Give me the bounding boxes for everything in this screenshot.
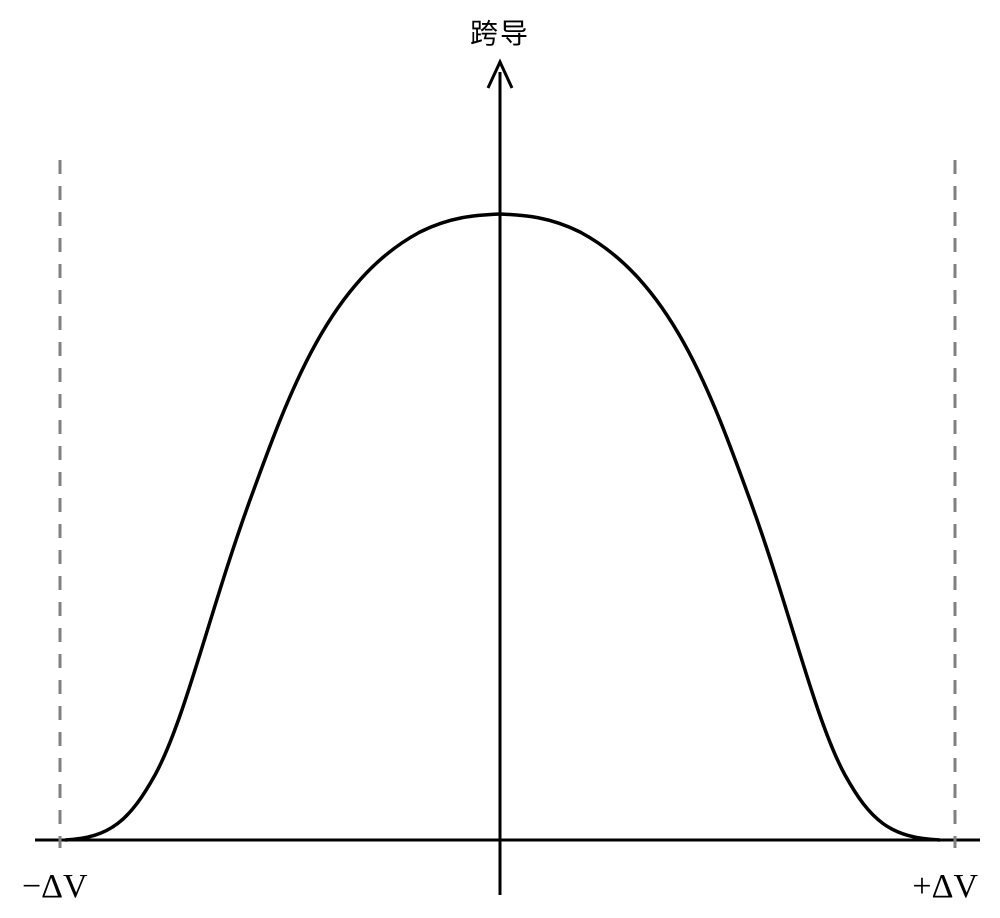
chart-container: 跨导 −ΔV +ΔV [0, 0, 1000, 918]
transconductance-curve [65, 214, 940, 840]
chart-svg [0, 0, 1000, 918]
y-axis-label: 跨导 [470, 12, 530, 52]
x-axis-label-right: +ΔV [912, 868, 978, 906]
x-axis-label-left: −ΔV [22, 868, 88, 906]
